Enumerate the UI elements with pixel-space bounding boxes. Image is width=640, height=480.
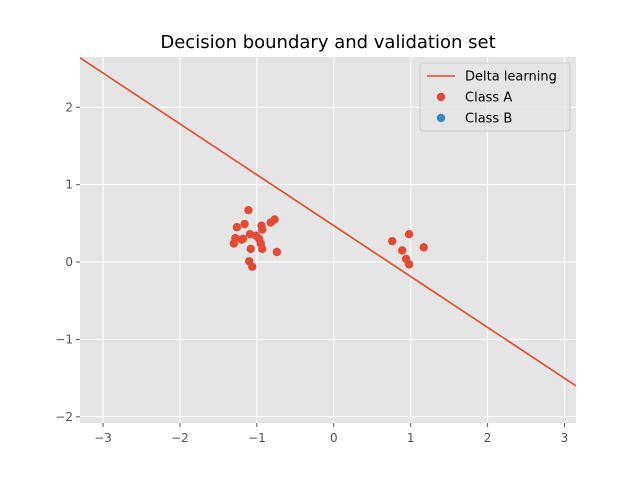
- x-tick-label: −3: [94, 431, 112, 445]
- legend-label-delta: Delta learning: [465, 70, 557, 85]
- class-a-point: [232, 223, 242, 232]
- y-tick-label: 2: [65, 100, 73, 114]
- class-a-point: [270, 215, 279, 224]
- y-tick-label: −2: [55, 410, 73, 424]
- data-layer: [80, 57, 576, 387]
- class-a-point: [272, 247, 282, 257]
- class-a-point: [419, 243, 428, 252]
- class-a-point: [258, 225, 267, 234]
- x-tick-label: 2: [484, 431, 492, 445]
- y-tick-label: 0: [65, 255, 73, 269]
- class-a-point: [404, 260, 414, 269]
- class-a-point: [258, 244, 267, 254]
- class-a-point: [248, 262, 257, 271]
- class-a-point: [404, 229, 414, 239]
- title: Decision boundary and validation set: [160, 32, 495, 53]
- decision-boundary-line: [80, 57, 576, 387]
- legend-box: [419, 62, 571, 132]
- class-a-point: [238, 234, 248, 244]
- tick-labels: −3 −2 −1 0 1 2 3 −2 −1 0 1 2: [55, 100, 568, 445]
- class-a-point: [398, 246, 407, 255]
- y-tick-label: 1: [65, 178, 73, 192]
- legend-marker-class-b: [436, 113, 446, 123]
- x-tick-label: −1: [248, 431, 266, 445]
- x-tick-label: 1: [407, 431, 415, 445]
- class-a-point: [244, 206, 253, 215]
- chart-title: Decision boundary and validation set: [160, 32, 495, 53]
- class-a-point: [229, 239, 238, 248]
- legend-label-class-b: Class B: [465, 112, 512, 127]
- class-a-point: [240, 219, 249, 229]
- y-tick-label: −1: [55, 332, 73, 346]
- x-tick-label: −2: [171, 431, 189, 445]
- x-tick-label: 0: [330, 431, 338, 445]
- x-tick-label: 3: [561, 431, 569, 445]
- class-a-point: [246, 244, 255, 254]
- legend-label-class-a: Class A: [465, 91, 512, 106]
- class-a-point: [388, 236, 397, 246]
- legend-marker-class-a: [436, 92, 446, 102]
- legend: Delta learning Class A Class B: [419, 62, 571, 132]
